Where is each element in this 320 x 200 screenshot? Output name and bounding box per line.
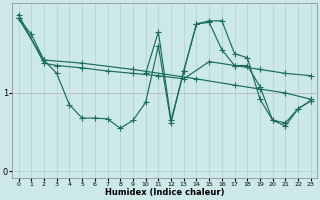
X-axis label: Humidex (Indice chaleur): Humidex (Indice chaleur) [105, 188, 224, 197]
